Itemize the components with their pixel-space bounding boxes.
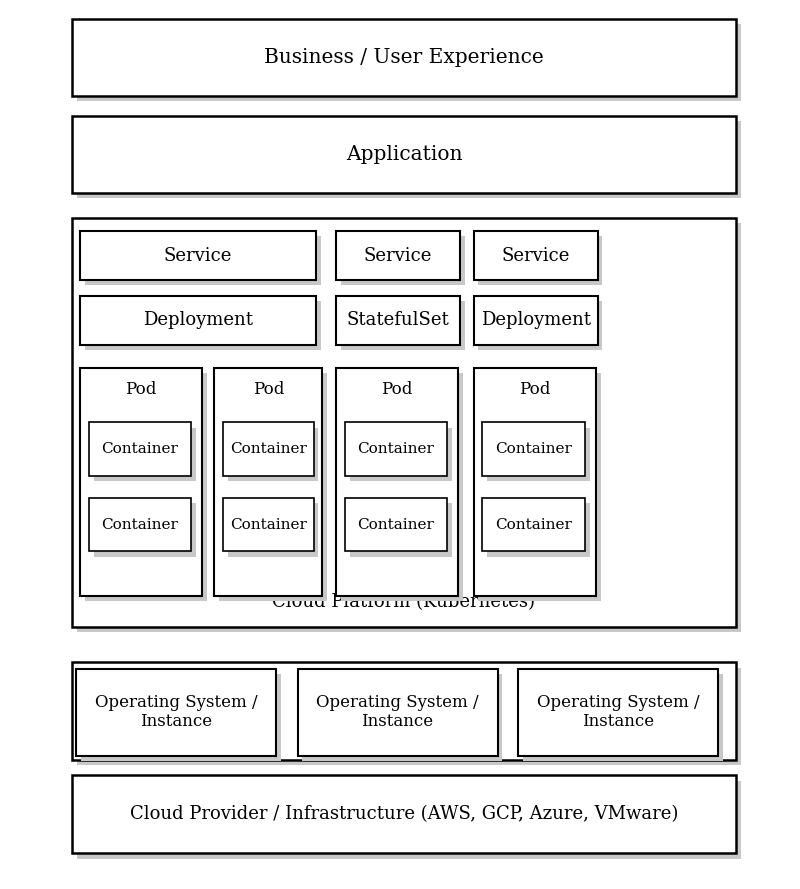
FancyBboxPatch shape	[302, 674, 502, 761]
FancyBboxPatch shape	[487, 503, 590, 557]
Text: Container: Container	[358, 517, 434, 532]
Text: Cloud Platform (Kubernetes): Cloud Platform (Kubernetes)	[273, 593, 535, 611]
FancyBboxPatch shape	[77, 668, 741, 765]
FancyBboxPatch shape	[482, 498, 585, 551]
FancyBboxPatch shape	[474, 296, 598, 345]
Text: Business / User Experience: Business / User Experience	[264, 48, 544, 67]
FancyBboxPatch shape	[81, 674, 281, 761]
Text: Operating System /
Instance: Operating System / Instance	[316, 693, 479, 731]
FancyBboxPatch shape	[336, 231, 460, 280]
Text: Application: Application	[346, 145, 462, 164]
Text: Pod: Pod	[253, 381, 284, 398]
Text: Operating System /
Instance: Operating System / Instance	[94, 693, 258, 731]
Text: Cloud Provider / Infrastructure (AWS, GCP, Azure, VMware): Cloud Provider / Infrastructure (AWS, GC…	[130, 805, 678, 823]
FancyBboxPatch shape	[341, 236, 465, 285]
Text: Container: Container	[102, 517, 178, 532]
Text: Container: Container	[495, 517, 572, 532]
Text: Container: Container	[230, 442, 307, 456]
Text: Deployment: Deployment	[481, 311, 590, 330]
FancyBboxPatch shape	[72, 775, 736, 853]
FancyBboxPatch shape	[77, 121, 741, 198]
FancyBboxPatch shape	[478, 236, 602, 285]
FancyBboxPatch shape	[341, 373, 463, 601]
FancyBboxPatch shape	[350, 428, 452, 481]
FancyBboxPatch shape	[85, 301, 321, 350]
Text: Operating System /
Instance: Operating System / Instance	[537, 693, 700, 731]
Text: Container: Container	[495, 442, 572, 456]
Text: Pod: Pod	[382, 381, 413, 398]
FancyBboxPatch shape	[80, 368, 202, 596]
FancyBboxPatch shape	[518, 669, 718, 756]
FancyBboxPatch shape	[345, 498, 447, 551]
FancyBboxPatch shape	[89, 498, 191, 551]
FancyBboxPatch shape	[219, 373, 327, 601]
Text: Service: Service	[502, 246, 570, 265]
Text: StatefulSet: StatefulSet	[346, 311, 450, 330]
FancyBboxPatch shape	[80, 231, 316, 280]
FancyBboxPatch shape	[350, 503, 452, 557]
FancyBboxPatch shape	[228, 503, 318, 557]
FancyBboxPatch shape	[487, 428, 590, 481]
FancyBboxPatch shape	[94, 503, 196, 557]
FancyBboxPatch shape	[72, 218, 736, 627]
Text: Container: Container	[230, 517, 307, 532]
FancyBboxPatch shape	[77, 781, 741, 859]
Text: Service: Service	[164, 246, 232, 265]
FancyBboxPatch shape	[478, 301, 602, 350]
FancyBboxPatch shape	[77, 24, 741, 101]
FancyBboxPatch shape	[298, 669, 498, 756]
Text: Pod: Pod	[126, 381, 157, 398]
FancyBboxPatch shape	[72, 662, 736, 760]
FancyBboxPatch shape	[482, 422, 585, 476]
FancyBboxPatch shape	[223, 498, 314, 551]
FancyBboxPatch shape	[94, 428, 196, 481]
Text: Pod: Pod	[519, 381, 550, 398]
FancyBboxPatch shape	[228, 428, 318, 481]
Text: Container: Container	[102, 442, 178, 456]
FancyBboxPatch shape	[76, 669, 276, 756]
FancyBboxPatch shape	[72, 19, 736, 96]
FancyBboxPatch shape	[474, 231, 598, 280]
FancyBboxPatch shape	[478, 373, 601, 601]
FancyBboxPatch shape	[345, 422, 447, 476]
FancyBboxPatch shape	[523, 674, 723, 761]
FancyBboxPatch shape	[341, 301, 465, 350]
FancyBboxPatch shape	[85, 236, 321, 285]
FancyBboxPatch shape	[336, 368, 458, 596]
FancyBboxPatch shape	[72, 116, 736, 193]
FancyBboxPatch shape	[223, 422, 314, 476]
FancyBboxPatch shape	[77, 223, 741, 632]
FancyBboxPatch shape	[85, 373, 207, 601]
FancyBboxPatch shape	[80, 296, 316, 345]
Text: Deployment: Deployment	[143, 311, 253, 330]
Text: Container: Container	[358, 442, 434, 456]
FancyBboxPatch shape	[89, 422, 191, 476]
Text: Service: Service	[364, 246, 432, 265]
FancyBboxPatch shape	[474, 368, 596, 596]
FancyBboxPatch shape	[214, 368, 322, 596]
FancyBboxPatch shape	[336, 296, 460, 345]
